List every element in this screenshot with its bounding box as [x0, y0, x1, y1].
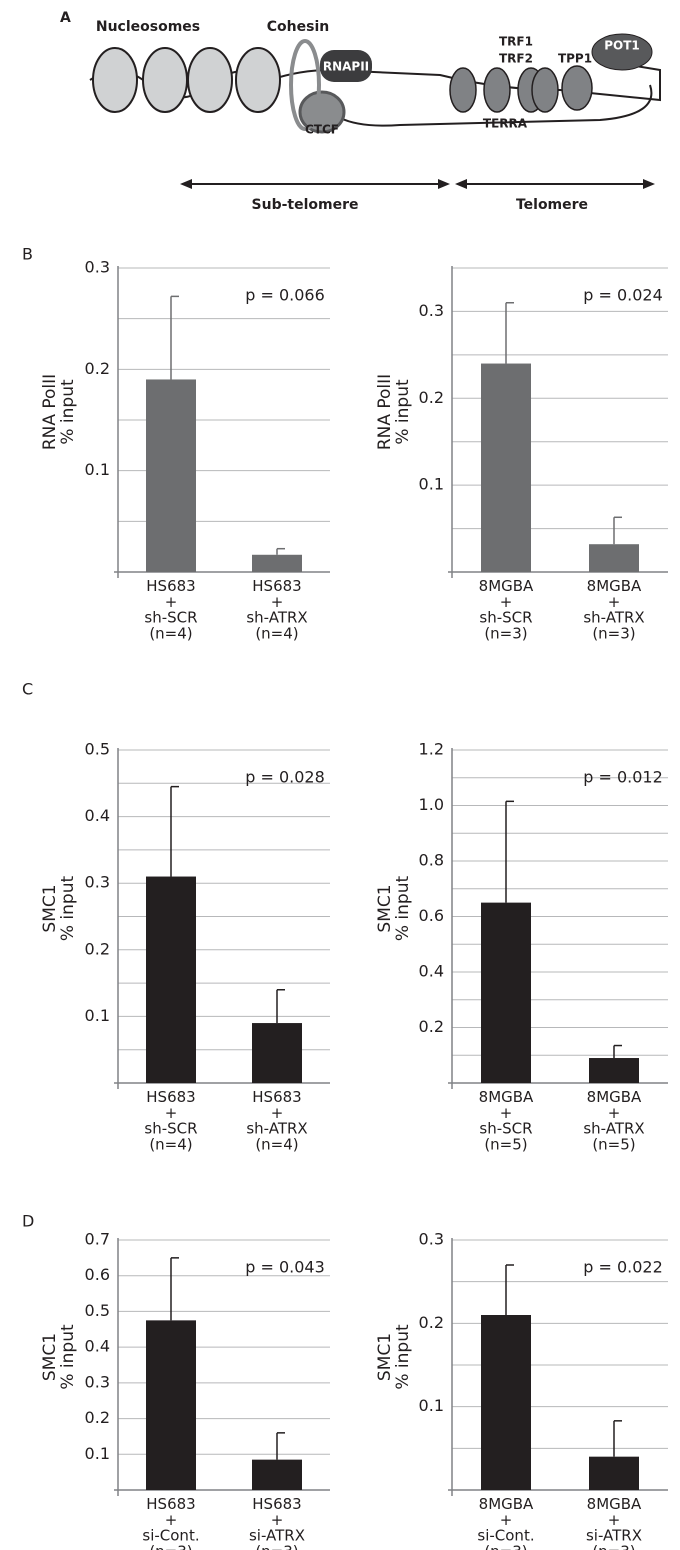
annotation: p = 0.066: [245, 286, 325, 305]
y-tick-label: 0.6: [419, 906, 444, 925]
label: Telomere: [516, 197, 588, 213]
rnapii-shape: [320, 50, 372, 82]
y-tick-label: 0.3: [85, 258, 110, 277]
y-tick-label: 0.3: [419, 1230, 444, 1249]
bar: [252, 1023, 302, 1083]
bar: [252, 554, 302, 572]
x-tick-label: 8MGBA+si-Cont.(n=3): [477, 1495, 534, 1550]
x-tick-label: HS683 + sh-SCR (n=4): [144, 577, 197, 642]
bar: [589, 544, 639, 572]
label: Nucleosomes: [96, 19, 200, 35]
panel-label: C: [22, 680, 33, 699]
annotation: p = 0.012: [583, 768, 663, 787]
y-axis-label: RNA PolII% input: [375, 374, 413, 450]
nucleosome: [92, 47, 138, 113]
x-tick-label: 8MGBA + sh-ATRX (n=5): [583, 1088, 644, 1153]
x-tick-label: HS683 + sh-ATRX (n=4): [246, 577, 307, 642]
y-tick-label: 0.2: [85, 359, 110, 378]
y-tick-label: 0.1: [85, 460, 110, 479]
cohesin-ring: [289, 39, 321, 131]
diagram: A Nucleosomes Cohesin RNAPII CTCF TRF1 T…: [60, 10, 661, 213]
y-tick-label: 0.4: [85, 1337, 110, 1356]
x-tick-label: 8MGBA+si-ATRX(n=3): [586, 1495, 642, 1550]
x-tick-label: HS683+si-Cont.(n=3): [142, 1495, 199, 1550]
y-tick-label: 0.1: [419, 475, 444, 494]
y-axis-label: SMC1% input: [375, 876, 413, 942]
bar: [589, 1456, 639, 1490]
panel-label: A: [60, 10, 71, 26]
y-tick-label: 0.2: [85, 1408, 110, 1427]
bar: [481, 1315, 531, 1490]
pot1-shape: [591, 33, 653, 71]
tpp1-shape: [561, 65, 593, 111]
y-tick-label: 0.8: [419, 851, 444, 870]
y-tick-label: 0.1: [85, 1006, 110, 1025]
y-tick-label: 0.7: [85, 1230, 110, 1249]
trf: [449, 67, 477, 113]
label: TRF2: [499, 52, 533, 66]
trf: [483, 67, 511, 113]
label: TPP1: [558, 52, 592, 66]
y-tick-label: 0.1: [85, 1444, 110, 1463]
panel-label: B: [22, 245, 33, 264]
panel-label: D: [22, 1212, 34, 1231]
y-tick-label: 0.5: [85, 1301, 110, 1320]
bar: [252, 1459, 302, 1490]
y-tick-label: 1.0: [419, 795, 444, 814]
y-axis-label: SMC1% input: [40, 876, 78, 942]
y-tick-label: 0.2: [419, 1313, 444, 1332]
x-tick-label: 8MGBA + sh-SCR (n=3): [479, 577, 534, 642]
y-axis-label: SMC1% input: [40, 1324, 78, 1390]
x-tick-label: HS683 + sh-SCR (n=4): [144, 1088, 197, 1153]
bar: [481, 902, 531, 1083]
y-tick-label: 0.2: [419, 1017, 444, 1036]
bar: [589, 1058, 639, 1083]
annotation: p = 0.043: [245, 1258, 325, 1277]
y-axis-label: RNA PolII% input: [40, 374, 78, 450]
y-tick-label: 0.4: [419, 962, 444, 981]
bar: [481, 363, 531, 572]
bar: [146, 876, 196, 1083]
label: CTCF: [305, 123, 339, 137]
x-tick-label: HS683+si-ATRX(n=3): [249, 1495, 305, 1550]
nucleosome-group: [92, 47, 281, 113]
bar: [146, 1320, 196, 1490]
annotation: p = 0.024: [583, 286, 663, 305]
x-tick-label: 8MGBA + sh-ATRX (n=3): [583, 577, 644, 642]
y-tick-label: 0.3: [419, 301, 444, 320]
x-tick-label: 8MGBA + sh-SCR (n=5): [479, 1088, 534, 1153]
y-tick-label: 0.4: [85, 806, 110, 825]
y-tick-label: 0.3: [85, 873, 110, 892]
label: Sub-telomere: [252, 197, 359, 213]
y-tick-label: 0.2: [85, 939, 110, 958]
shelterin-group: [449, 65, 593, 113]
y-tick-label: 1.2: [419, 740, 444, 759]
label: RNAPII: [323, 60, 369, 74]
label: POT1: [604, 39, 640, 53]
annotation: p = 0.022: [583, 1258, 663, 1277]
annotation: p = 0.028: [245, 768, 325, 787]
label: TRF1: [499, 35, 533, 49]
bar: [146, 379, 196, 572]
x-tick-label: HS683 + sh-ATRX (n=4): [246, 1088, 307, 1153]
nucleosome: [235, 47, 281, 113]
y-tick-label: 0.1: [419, 1396, 444, 1415]
label: Cohesin: [267, 19, 329, 35]
label: TERRA: [483, 117, 528, 131]
y-tick-label: 0.6: [85, 1265, 110, 1284]
y-tick-label: 0.3: [85, 1372, 110, 1391]
nucleosome: [187, 47, 233, 113]
nucleosome: [142, 47, 188, 113]
y-tick-label: 0.2: [419, 388, 444, 407]
y-tick-label: 0.5: [85, 740, 110, 759]
trf: [531, 67, 559, 113]
y-axis-label: SMC1% input: [375, 1324, 413, 1390]
